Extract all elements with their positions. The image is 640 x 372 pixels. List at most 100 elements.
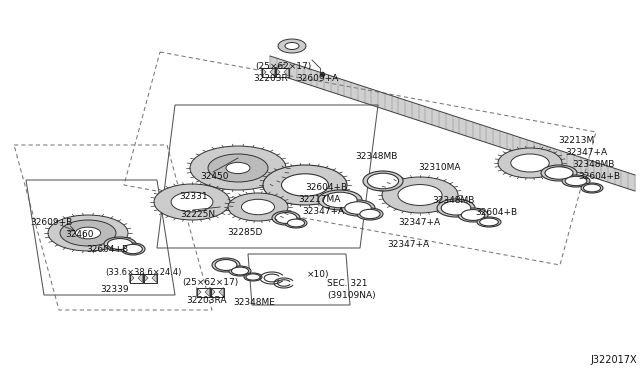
Ellipse shape xyxy=(323,192,357,208)
Ellipse shape xyxy=(458,208,488,222)
Text: 32604+B: 32604+B xyxy=(305,183,347,192)
Ellipse shape xyxy=(437,199,475,217)
Ellipse shape xyxy=(287,219,305,227)
Ellipse shape xyxy=(278,39,306,53)
Text: 32460: 32460 xyxy=(65,230,93,239)
Bar xyxy=(211,288,223,296)
Bar xyxy=(143,273,157,282)
Bar xyxy=(129,273,143,282)
Polygon shape xyxy=(270,67,275,77)
Polygon shape xyxy=(205,288,209,296)
Ellipse shape xyxy=(229,266,251,276)
Ellipse shape xyxy=(121,243,145,255)
Ellipse shape xyxy=(124,244,142,254)
Ellipse shape xyxy=(228,193,288,221)
Ellipse shape xyxy=(584,184,600,192)
Ellipse shape xyxy=(360,209,380,219)
Text: (25×62×17): (25×62×17) xyxy=(255,62,311,71)
Ellipse shape xyxy=(357,208,383,220)
Polygon shape xyxy=(143,273,148,282)
Ellipse shape xyxy=(545,167,573,179)
Polygon shape xyxy=(219,288,223,296)
Bar xyxy=(143,273,157,282)
Ellipse shape xyxy=(68,224,108,242)
Ellipse shape xyxy=(272,211,300,225)
Ellipse shape xyxy=(275,212,297,224)
Ellipse shape xyxy=(154,184,230,220)
Ellipse shape xyxy=(282,174,328,196)
Text: ×10): ×10) xyxy=(307,270,330,279)
Ellipse shape xyxy=(171,192,213,212)
Text: 32225N: 32225N xyxy=(180,210,215,219)
Ellipse shape xyxy=(382,177,458,213)
Ellipse shape xyxy=(208,154,268,182)
Ellipse shape xyxy=(477,217,501,227)
Ellipse shape xyxy=(318,190,362,210)
Text: 32604+B: 32604+B xyxy=(475,208,517,217)
Ellipse shape xyxy=(461,209,484,221)
Text: 32348MB: 32348MB xyxy=(355,152,397,161)
Bar xyxy=(262,67,275,77)
Bar xyxy=(275,67,289,77)
Text: 32604+B: 32604+B xyxy=(86,245,128,254)
Bar xyxy=(129,273,143,282)
Text: 32217MA: 32217MA xyxy=(298,195,340,204)
Ellipse shape xyxy=(76,227,100,239)
Bar xyxy=(196,288,209,296)
Text: 32203RA: 32203RA xyxy=(186,296,227,305)
Bar xyxy=(275,67,289,77)
Ellipse shape xyxy=(263,165,347,205)
Text: 32348ME: 32348ME xyxy=(233,298,275,307)
Polygon shape xyxy=(270,56,635,191)
Text: 32348MB: 32348MB xyxy=(572,160,614,169)
Text: 32604+B: 32604+B xyxy=(578,172,620,181)
Ellipse shape xyxy=(244,273,262,281)
Text: 32339: 32339 xyxy=(100,285,129,294)
Ellipse shape xyxy=(232,267,248,275)
Text: 32331: 32331 xyxy=(179,192,207,201)
Text: 32347+A: 32347+A xyxy=(387,240,429,249)
Ellipse shape xyxy=(214,157,262,179)
Ellipse shape xyxy=(104,237,136,251)
Text: (33.6×38.6×24.4): (33.6×38.6×24.4) xyxy=(105,268,181,277)
Polygon shape xyxy=(211,288,215,296)
Text: 32347+A: 32347+A xyxy=(565,148,607,157)
Text: 32285D: 32285D xyxy=(227,228,262,237)
Ellipse shape xyxy=(108,238,132,250)
Ellipse shape xyxy=(498,148,562,178)
Polygon shape xyxy=(138,273,143,282)
Polygon shape xyxy=(196,288,201,296)
Bar xyxy=(262,67,275,77)
Bar xyxy=(211,288,223,296)
Ellipse shape xyxy=(581,183,603,193)
Ellipse shape xyxy=(562,175,590,187)
Text: (25×62×17): (25×62×17) xyxy=(182,278,238,287)
Text: 32348MB: 32348MB xyxy=(432,196,474,205)
Ellipse shape xyxy=(511,154,549,172)
Text: 32347+A: 32347+A xyxy=(398,218,440,227)
Ellipse shape xyxy=(241,199,275,215)
Ellipse shape xyxy=(246,274,260,280)
Ellipse shape xyxy=(363,171,403,191)
Text: (39109NA): (39109NA) xyxy=(327,291,376,300)
Polygon shape xyxy=(262,67,266,77)
Ellipse shape xyxy=(345,202,371,214)
Text: 32609+A: 32609+A xyxy=(296,74,339,83)
Polygon shape xyxy=(129,273,134,282)
Text: 32203R: 32203R xyxy=(253,74,288,83)
Ellipse shape xyxy=(285,42,299,49)
Ellipse shape xyxy=(367,173,399,189)
Text: SEC. 321: SEC. 321 xyxy=(327,279,367,288)
Ellipse shape xyxy=(479,218,499,226)
Text: 32609+B: 32609+B xyxy=(30,218,72,227)
Text: J322017X: J322017X xyxy=(590,355,637,365)
Ellipse shape xyxy=(565,176,587,186)
Text: 32213M: 32213M xyxy=(558,136,595,145)
Ellipse shape xyxy=(226,163,250,174)
Text: 32347+A: 32347+A xyxy=(302,207,344,216)
Ellipse shape xyxy=(541,165,577,181)
Ellipse shape xyxy=(215,260,237,270)
Ellipse shape xyxy=(212,258,240,272)
Ellipse shape xyxy=(285,218,307,228)
Polygon shape xyxy=(284,67,289,77)
